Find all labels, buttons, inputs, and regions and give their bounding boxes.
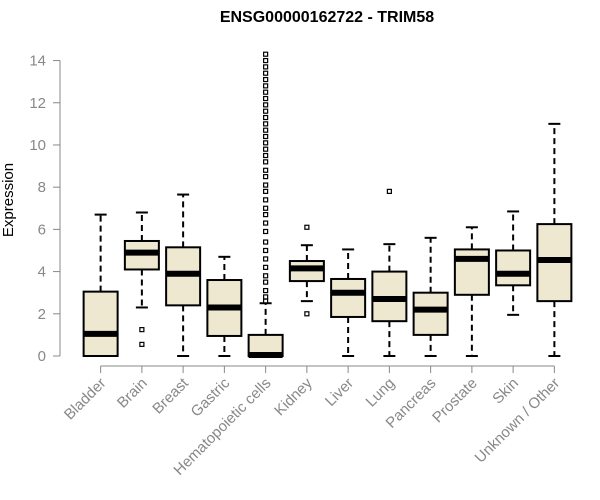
box-group xyxy=(495,210,532,316)
outlier-point xyxy=(263,70,269,76)
x-tick-label: Lung xyxy=(363,375,399,411)
outlier-point xyxy=(263,76,269,83)
box-group xyxy=(288,224,325,317)
outlier-point xyxy=(263,212,269,218)
box-group xyxy=(371,188,408,357)
outlier-point xyxy=(263,273,269,279)
outlier-point xyxy=(263,159,269,165)
x-tick-label: Bladder xyxy=(61,375,110,424)
outlier-point xyxy=(263,294,269,300)
outlier-point xyxy=(263,127,269,133)
outlier-point xyxy=(263,51,269,57)
chart-title: ENSG00000162722 - TRIM58 xyxy=(220,9,434,26)
y-tick-label: 4 xyxy=(38,264,46,281)
boxes xyxy=(82,51,573,358)
outlier-point xyxy=(139,327,145,333)
outlier-point xyxy=(263,121,269,127)
box-group xyxy=(165,193,202,357)
y-tick-label: 6 xyxy=(38,221,46,238)
x-tick-label: Prostate xyxy=(429,375,481,427)
outlier-point xyxy=(263,197,269,203)
outlier-point xyxy=(263,108,269,114)
box-group xyxy=(453,226,490,357)
outlier-point xyxy=(304,311,310,317)
x-tick-label: Skin xyxy=(489,375,522,408)
outlier-point xyxy=(263,228,269,235)
outlier-point xyxy=(263,89,269,95)
y-tick-label: 0 xyxy=(38,348,46,365)
outlier-point xyxy=(263,167,269,173)
x-tick-label: Brain xyxy=(114,375,151,412)
outlier-point xyxy=(263,83,269,89)
outlier-point xyxy=(263,287,269,294)
box-group xyxy=(82,213,119,358)
outlier-point xyxy=(263,205,269,211)
x-tick-label: Breast xyxy=(149,374,192,417)
outlier-point xyxy=(263,247,269,254)
outlier-point xyxy=(263,188,269,194)
outlier-point xyxy=(304,224,310,230)
outlier-point xyxy=(263,57,269,64)
box-group xyxy=(123,211,160,347)
box-group xyxy=(247,51,284,358)
iqr-box xyxy=(82,290,119,358)
outlier-point xyxy=(263,256,269,262)
iqr-box xyxy=(495,249,532,287)
outlier-point xyxy=(263,152,269,159)
y-axis-title: Expression xyxy=(0,163,17,237)
y-tick-label: 12 xyxy=(29,95,46,112)
box-group xyxy=(206,255,243,357)
outlier-point xyxy=(263,114,269,121)
outlier-point xyxy=(263,239,269,245)
x-tick-label: Liver xyxy=(322,375,357,410)
outlier-point xyxy=(263,279,269,285)
outlier-point xyxy=(263,133,269,140)
outlier-point xyxy=(263,140,269,146)
outlier-point xyxy=(263,102,269,108)
y-tick-label: 2 xyxy=(38,306,46,323)
outlier-point xyxy=(139,341,145,347)
outlier-point xyxy=(263,64,269,70)
outlier-point xyxy=(263,182,269,188)
iqr-box xyxy=(330,277,367,318)
x-tick-label: Kidney xyxy=(271,374,316,419)
outlier-point xyxy=(263,95,269,102)
outlier-point xyxy=(386,188,392,194)
y-tick-label: 14 xyxy=(29,53,46,70)
outlier-point xyxy=(263,220,269,226)
outlier-point xyxy=(263,146,269,152)
y-tick-label: 8 xyxy=(38,179,46,196)
box-group xyxy=(536,122,573,357)
iqr-box xyxy=(412,291,449,336)
box-group xyxy=(330,248,367,357)
box-group xyxy=(412,236,449,357)
y-axis: 0 2 4 6 8 10 12 14 xyxy=(29,53,61,365)
y-tick-label: 10 xyxy=(29,137,46,154)
outlier-point xyxy=(263,174,269,180)
outlier-point xyxy=(263,264,269,270)
